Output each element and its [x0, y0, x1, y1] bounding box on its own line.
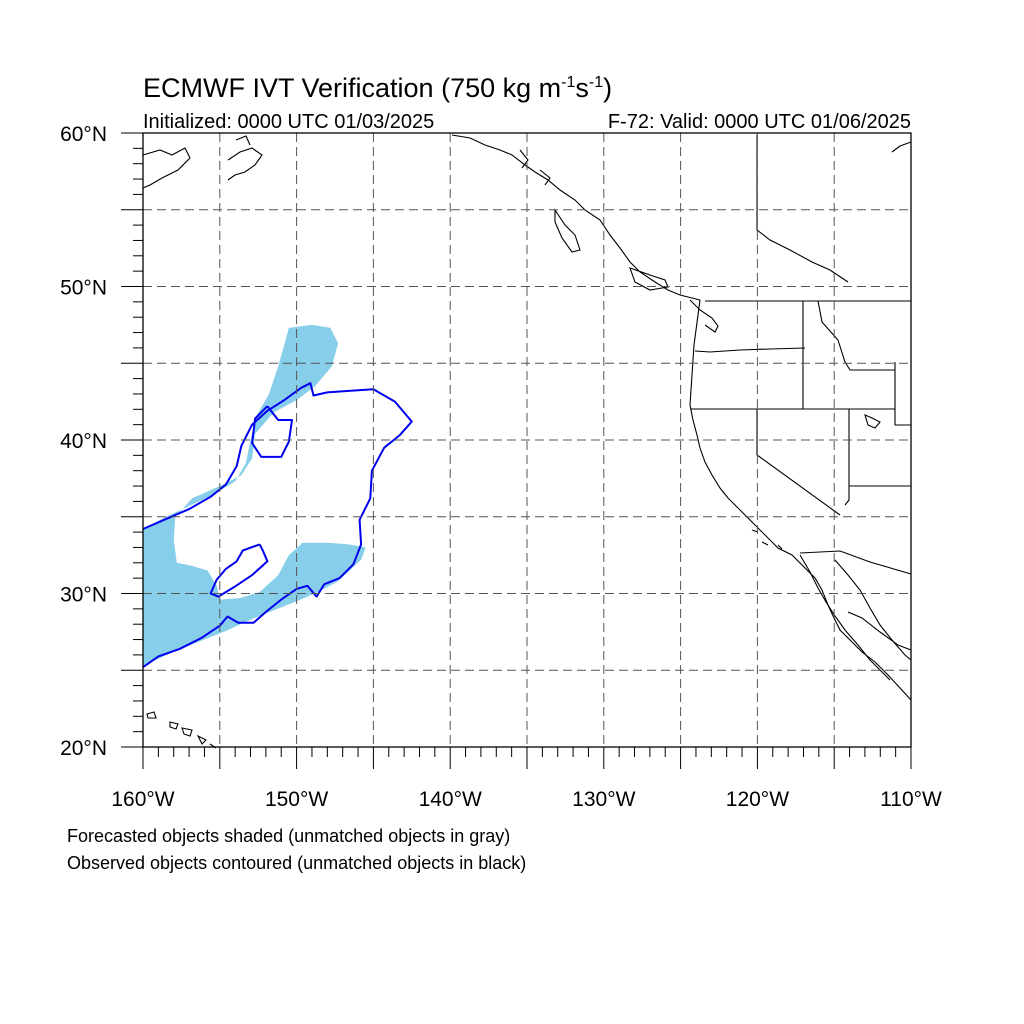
ca-nv-border: [756, 409, 841, 516]
gulf-california-east: [834, 559, 912, 661]
west-coast-us: [689, 299, 912, 701]
lon-tick-label: 130°W: [572, 788, 635, 811]
coast-fragment-ne: [891, 141, 912, 153]
lat-tick-label: 60°N: [60, 123, 107, 146]
hawaii-islands: [146, 711, 217, 749]
mexico-interior: [847, 611, 912, 651]
alaska-peninsula-coast: [142, 147, 191, 189]
lat-tick-label: 50°N: [60, 277, 107, 300]
lat-tick-label: 20°N: [60, 737, 107, 760]
forecast-objects-layer: [143, 324, 366, 666]
alaska-south-coast: [451, 134, 701, 301]
observed-contour-0: [142, 382, 413, 669]
observed-contour-2: [209, 543, 269, 598]
wa-or-border: [694, 347, 806, 353]
axis-labels: 160°W 150°W 140°W 130°W 120°W 110°W 20°N 30°N 40…: [60, 123, 942, 811]
channel-islands: [751, 529, 783, 550]
lon-tick-label: 150°W: [265, 788, 328, 811]
coastlines-and-borders: [142, 134, 912, 749]
observed-objects-layer: [142, 382, 413, 669]
map-title: ECMWF IVT Verification (750 kg m-1s-1): [143, 73, 612, 103]
lake: [864, 414, 881, 429]
axis-ticks: [121, 132, 912, 769]
graticule: [143, 133, 911, 747]
us-mexico-border: [799, 550, 912, 575]
valid-time-label: F-72: Valid: 0000 UTC 01/06/2025: [608, 111, 911, 133]
lon-tick-label: 110°W: [880, 788, 942, 811]
nv-border: [844, 409, 850, 506]
lat-tick-label: 30°N: [60, 584, 107, 607]
forecast-object-0: [143, 324, 366, 666]
id-mt-border: [817, 300, 895, 371]
baja-california: [799, 554, 891, 681]
bc-islands: [519, 149, 719, 333]
lon-tick-label: 160°W: [111, 788, 174, 811]
observed-contour-1: [251, 405, 293, 458]
alaska-coast: [227, 135, 263, 181]
lat-tick-label: 40°N: [60, 430, 107, 453]
ak-bc-border: [756, 135, 849, 283]
forecast-caption: Forecasted objects shaded (unmatched obj…: [67, 826, 511, 846]
lon-tick-label: 140°W: [419, 788, 482, 811]
lon-tick-label: 120°W: [726, 788, 789, 811]
observed-caption: Observed objects contoured (unmatched ob…: [67, 853, 527, 873]
wy-border: [894, 362, 911, 426]
init-time-label: Initialized: 0000 UTC 01/03/2025: [143, 111, 434, 133]
